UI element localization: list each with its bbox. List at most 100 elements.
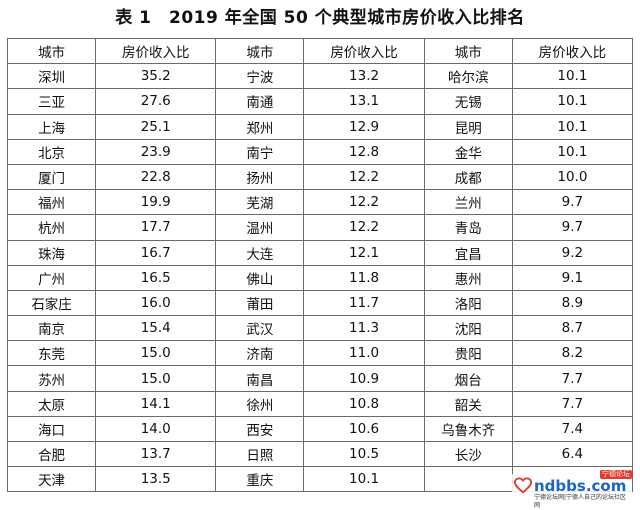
ratio-cell: 10.1 (511, 113, 634, 140)
ratio-cell: 10.0 (511, 163, 634, 191)
header-ratio-2: 房价收入比 (303, 37, 425, 65)
ratio-cell: 12.2 (303, 163, 425, 191)
table-row: 杭州 17.7 温州 12.2 青岛 9.7 (6, 214, 634, 241)
site-watermark: ndbbs.com 宁德论坛 宁德论坛网|宁德人自己的论坛社区网 (512, 470, 632, 509)
city-cell: 上海 (6, 113, 97, 140)
ratio-cell: 17.7 (95, 214, 217, 241)
city-cell: 石家庄 (6, 289, 97, 317)
city-cell: 重庆 (215, 466, 305, 493)
city-cell: 成都 (423, 163, 513, 191)
ratio-cell: 10.1 (303, 466, 425, 493)
city-cell: 天津 (6, 466, 97, 493)
table-row: 东莞 15.0 济南 11.0 贵阳 8.2 (6, 340, 634, 367)
table-row: 上海 25.1 郑州 12.9 昆明 10.1 (6, 113, 634, 140)
ratio-cell: 10.1 (511, 63, 634, 90)
table-header-row: 城市 房价收入比 城市 房价收入比 城市 房价收入比 (6, 37, 634, 65)
ratio-cell: 19.9 (95, 189, 217, 216)
ratio-cell: 15.0 (95, 365, 217, 392)
city-cell: 韶关 (423, 390, 513, 417)
ratio-cell: 13.2 (303, 63, 425, 90)
city-cell: 南通 (215, 88, 305, 115)
city-cell: 大连 (215, 239, 305, 266)
table-row: 海口 14.0 西安 10.6 乌鲁木齐 7.4 (6, 415, 634, 443)
ratio-cell: 16.7 (95, 239, 217, 266)
ratio-cell: 14.0 (95, 415, 217, 443)
city-cell: 郑州 (215, 113, 305, 140)
city-cell: 芜湖 (215, 189, 305, 216)
city-cell: 南昌 (215, 365, 305, 392)
ratio-cell: 11.7 (303, 289, 425, 317)
ranking-table: 城市 房价收入比 城市 房价收入比 城市 房价收入比 深圳 35.2 宁波 13.2 哈… (6, 37, 634, 493)
city-cell: 宜昌 (423, 239, 513, 266)
ratio-cell: 15.0 (95, 340, 217, 367)
ratio-cell: 35.2 (95, 63, 217, 90)
table-row: 苏州 15.0 南昌 10.9 烟台 7.7 (6, 365, 634, 392)
watermark-subtitle: 宁德论坛网|宁德人自己的论坛社区网 (534, 494, 627, 509)
city-cell: 福州 (6, 189, 97, 216)
ratio-cell: 23.9 (95, 138, 217, 165)
city-cell (423, 466, 513, 493)
city-cell: 洛阳 (423, 289, 513, 317)
ratio-cell: 12.8 (303, 138, 425, 165)
ratio-cell: 12.9 (303, 113, 425, 140)
ratio-cell: 8.7 (511, 315, 634, 342)
header-city-3: 城市 (423, 37, 513, 65)
header-city-2: 城市 (215, 37, 305, 65)
watermark-tag: 宁德论坛 (600, 470, 632, 479)
ratio-cell: 10.6 (303, 415, 425, 443)
header-ratio-1: 房价收入比 (95, 37, 217, 65)
city-cell: 沈阳 (423, 315, 513, 342)
city-cell: 扬州 (215, 163, 305, 191)
table-row: 广州 16.5 佛山 11.8 惠州 9.1 (6, 264, 634, 291)
city-cell: 东莞 (6, 340, 97, 367)
table-row: 太原 14.1 徐州 10.8 韶关 7.7 (6, 390, 634, 417)
city-cell: 苏州 (6, 365, 97, 392)
city-cell: 三亚 (6, 88, 97, 115)
city-cell: 南京 (6, 315, 97, 342)
city-cell: 厦门 (6, 163, 97, 191)
ratio-cell: 25.1 (95, 113, 217, 140)
city-cell: 北京 (6, 138, 97, 165)
ratio-cell: 6.4 (511, 440, 634, 468)
city-cell: 宁波 (215, 63, 305, 90)
table-row: 深圳 35.2 宁波 13.2 哈尔滨 10.1 (6, 63, 634, 90)
ratio-cell: 9.2 (511, 239, 634, 266)
city-cell: 深圳 (6, 63, 97, 90)
ratio-cell: 14.1 (95, 390, 217, 417)
header-city-1: 城市 (6, 37, 97, 65)
ratio-cell: 16.0 (95, 289, 217, 317)
watermark-domain: ndbbs.com (534, 477, 627, 495)
ratio-cell: 12.1 (303, 239, 425, 266)
city-cell: 海口 (6, 415, 97, 443)
table-row: 合肥 13.7 日照 10.5 长沙 6.4 (6, 440, 634, 468)
city-cell: 日照 (215, 440, 305, 468)
ratio-cell: 27.6 (95, 88, 217, 115)
ratio-cell: 22.8 (95, 163, 217, 191)
city-cell: 济南 (215, 340, 305, 367)
city-cell: 乌鲁木齐 (423, 415, 513, 443)
city-cell: 南宁 (215, 138, 305, 165)
city-cell: 温州 (215, 214, 305, 241)
ratio-cell: 7.4 (511, 415, 634, 443)
city-cell: 西安 (215, 415, 305, 443)
table-row: 石家庄 16.0 莆田 11.7 洛阳 8.9 (6, 289, 634, 317)
ratio-cell: 13.1 (303, 88, 425, 115)
ratio-cell: 11.0 (303, 340, 425, 367)
city-cell: 青岛 (423, 214, 513, 241)
ratio-cell: 10.1 (511, 138, 634, 165)
city-cell: 金华 (423, 138, 513, 165)
ratio-cell: 10.9 (303, 365, 425, 392)
city-cell: 哈尔滨 (423, 63, 513, 90)
city-cell: 莆田 (215, 289, 305, 317)
table-row: 厦门 22.8 扬州 12.2 成都 10.0 (6, 163, 634, 191)
table-body: 深圳 35.2 宁波 13.2 哈尔滨 10.1 三亚 27.6 南通 13.1 无锡 10.1 上海 2… (6, 63, 634, 493)
table-row: 北京 23.9 南宁 12.8 金华 10.1 (6, 138, 634, 165)
ratio-cell: 9.7 (511, 214, 634, 241)
city-cell: 贵阳 (423, 340, 513, 367)
table-title: 表 1 2019 年全国 50 个典型城市房价收入比排名 (115, 8, 525, 28)
city-cell: 无锡 (423, 88, 513, 115)
ratio-cell: 9.7 (511, 189, 634, 216)
ratio-cell: 12.2 (303, 189, 425, 216)
ratio-cell: 11.3 (303, 315, 425, 342)
ratio-cell: 11.8 (303, 264, 425, 291)
